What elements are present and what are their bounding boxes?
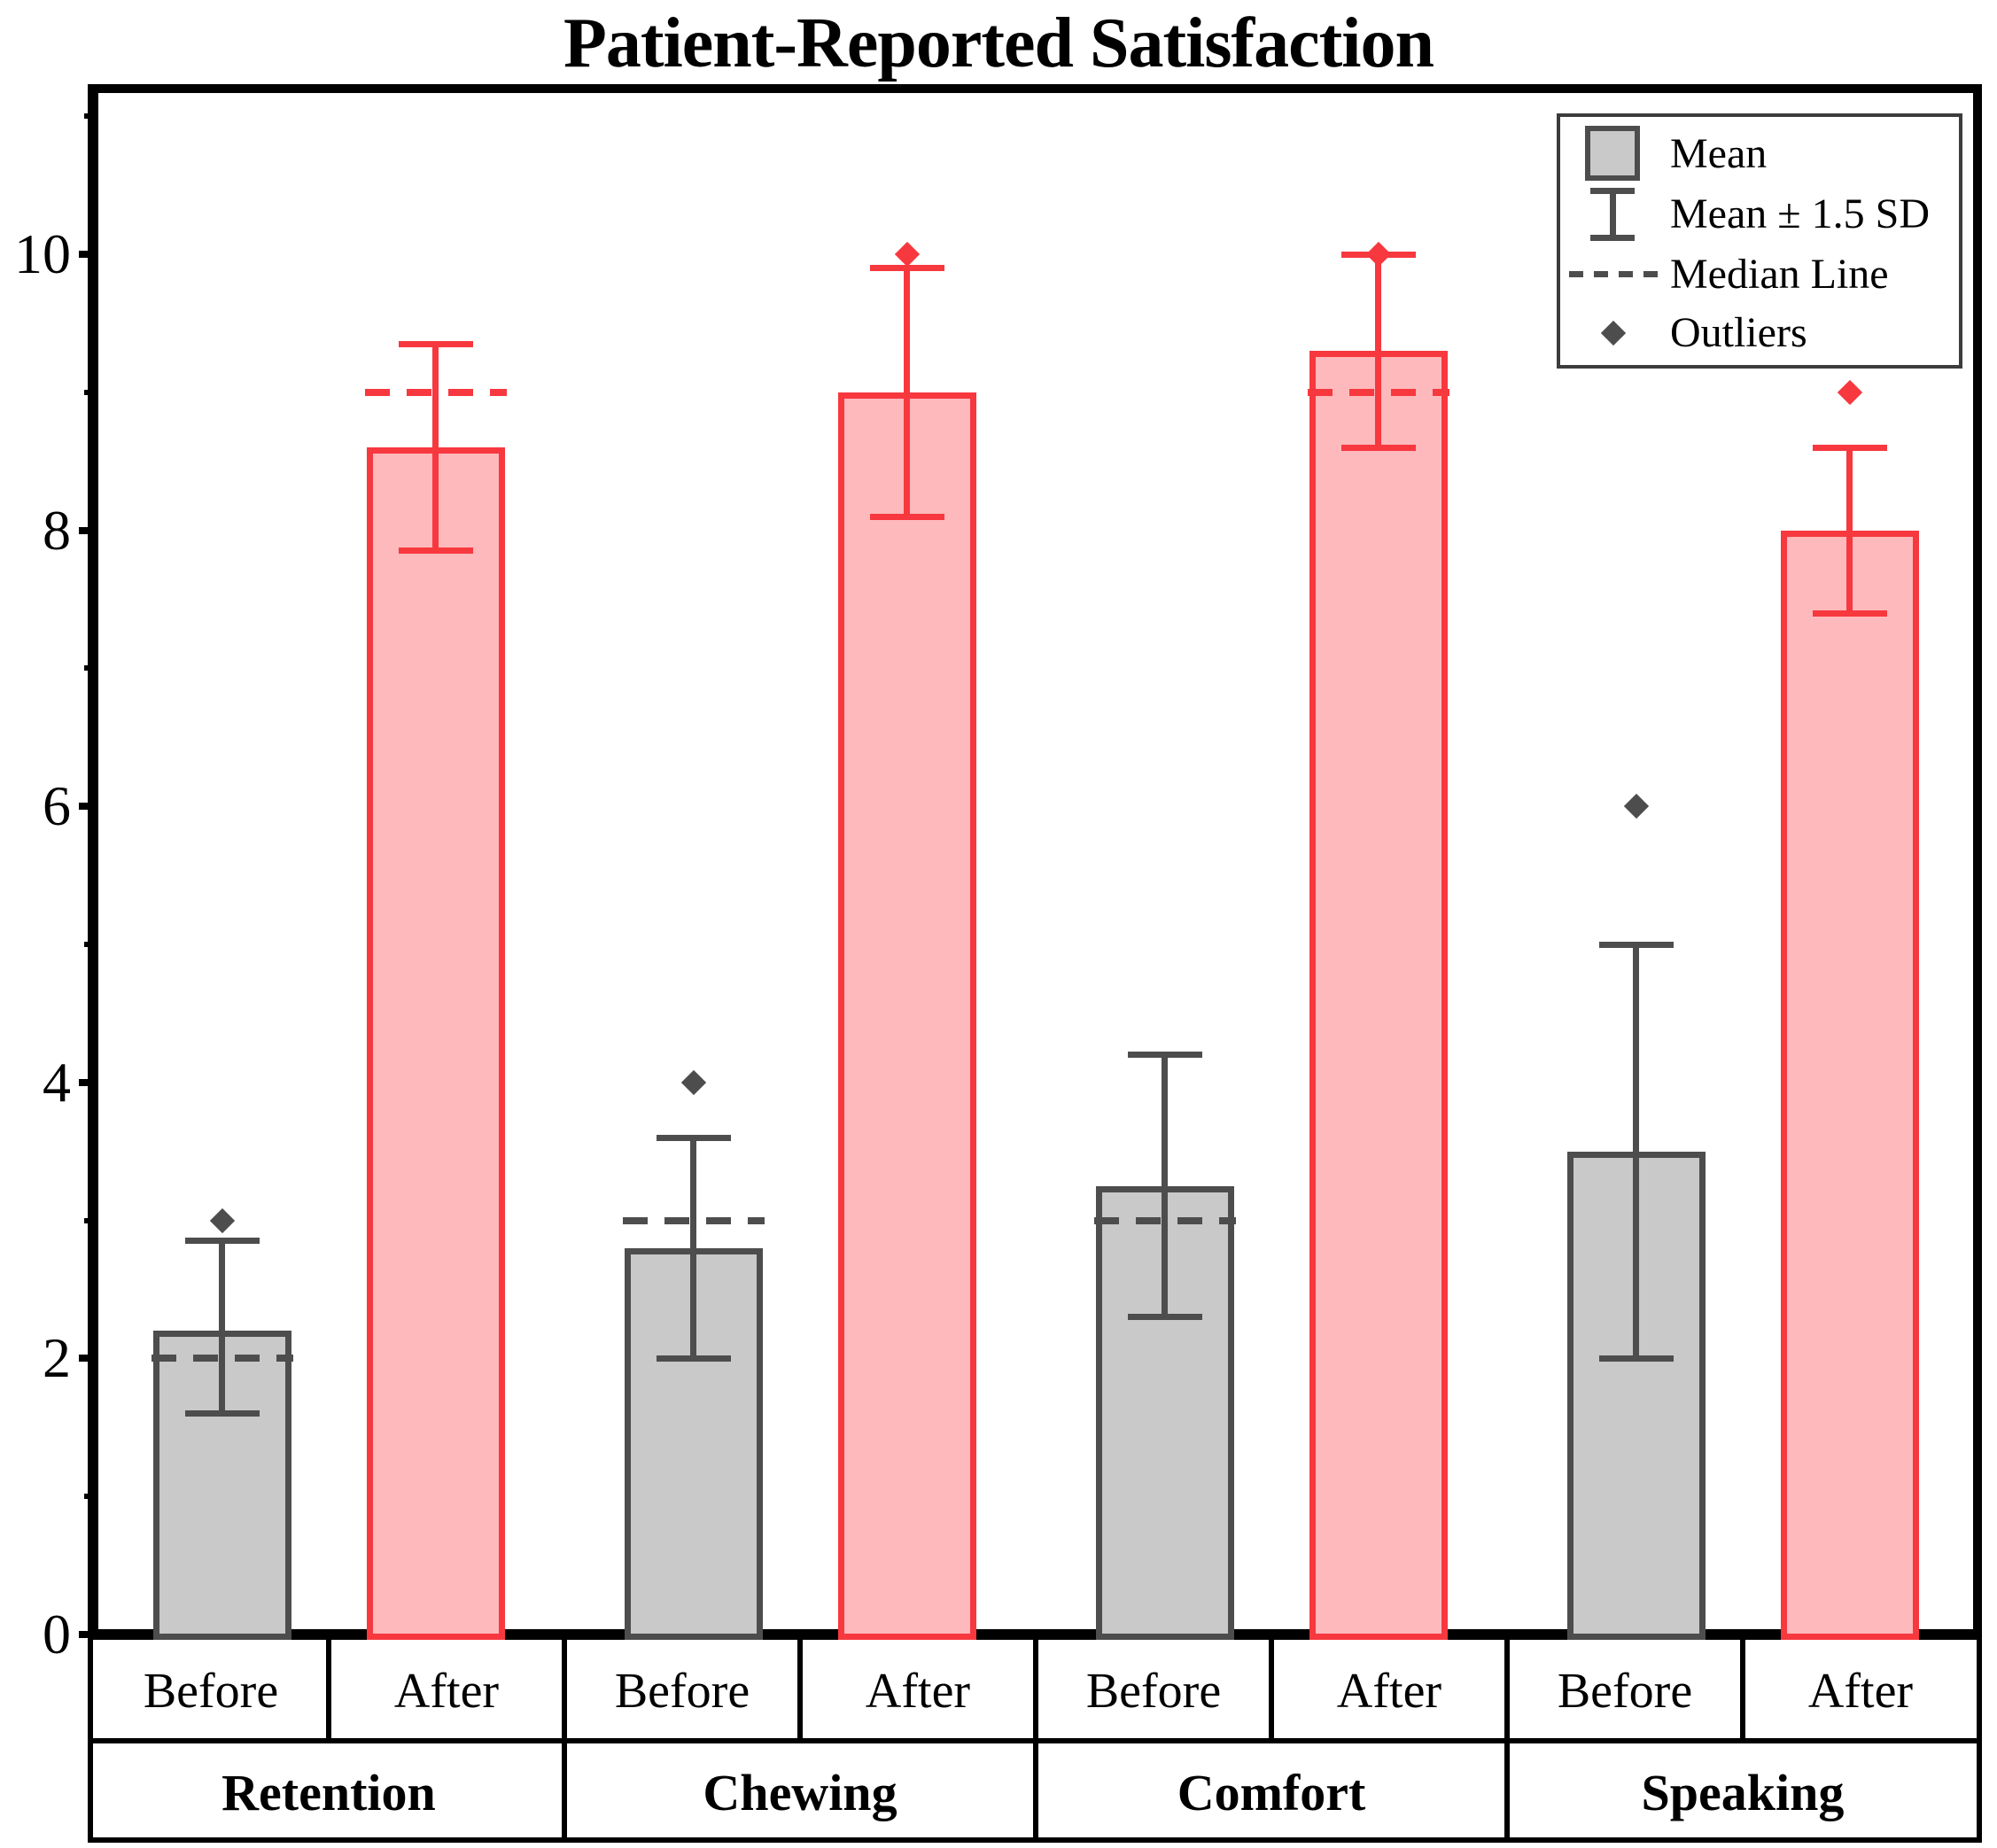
chart-title: Patient-Reported Satisfaction (563, 4, 1434, 82)
bar-speaking-after (1780, 530, 1919, 1640)
error-bar-cap-bottom-comfort-after (1340, 444, 1416, 451)
x-axis-subcategory-label: After (393, 1664, 500, 1719)
x-axis-group-label: Retention (221, 1764, 436, 1821)
error-bar-cap-bottom-comfort-before (1127, 1314, 1202, 1321)
y-axis-minor-tick (84, 1494, 93, 1500)
y-axis-major-tick (79, 251, 93, 258)
axis-table-vline-right (1977, 1640, 1982, 1843)
error-bar-line-chewing-after (904, 268, 910, 517)
outlier-diamond-chewing-after (894, 241, 920, 268)
error-bar-cap-bottom-speaking-before (1598, 1355, 1674, 1362)
error-bar-line-speaking-after (1846, 447, 1853, 614)
error-bar-cap-bottom-chewing-after (869, 513, 944, 520)
error-bar-icon-cap (1590, 188, 1635, 194)
axis-table-vline-row2 (562, 1743, 567, 1843)
axis-table-vline-row1 (797, 1640, 803, 1743)
error-bar-cap-top-chewing-before (656, 1134, 731, 1141)
legend-item: Mean (1560, 124, 1959, 184)
median-line-comfort-after (1307, 388, 1449, 396)
error-bar-cap-top-chewing-after (869, 265, 944, 272)
x-axis-subcategory-label: After (1807, 1664, 1914, 1719)
legend-item-label: Median Line (1670, 251, 1889, 298)
error-bar-line-retention-after (432, 344, 439, 551)
x-axis-subcategory-label: Before (1557, 1664, 1693, 1719)
median-line-chewing-before (622, 1216, 765, 1224)
axis-table-vline-row2 (1033, 1743, 1038, 1843)
x-axis-group-label: Speaking (1641, 1764, 1845, 1821)
legend-item-label: Mean (1670, 130, 1768, 177)
x-axis-subcategory-label: After (1336, 1664, 1442, 1719)
y-axis-minor-tick (84, 389, 93, 395)
error-bar-line-speaking-before (1633, 944, 1639, 1359)
y-axis-tick-label: 4 (43, 1050, 71, 1114)
error-bar-cap-bottom-retention-before (184, 1410, 260, 1417)
y-axis-minor-tick (84, 942, 93, 947)
y-axis-tick-label: 8 (43, 498, 71, 562)
error-bar-cap-top-retention-after (398, 340, 473, 347)
y-axis-tick-label: 6 (43, 774, 71, 838)
outlier-diamond-chewing-before (680, 1069, 706, 1095)
x-axis-group-label: Comfort (1177, 1764, 1366, 1821)
x-axis-subcategory-label: After (865, 1664, 971, 1719)
median-line-comfort-before (1093, 1216, 1236, 1224)
axis-table-vline-row1 (1740, 1640, 1745, 1743)
x-axis-subcategory-label: Before (143, 1664, 279, 1719)
y-axis-major-tick (79, 803, 93, 811)
median-line-retention-before (151, 1355, 293, 1363)
x-axis-subcategory-label: Before (1085, 1664, 1222, 1719)
bar-chewing-after (837, 392, 976, 1640)
y-axis-minor-tick (84, 113, 93, 120)
legend-item: Mean ± 1.5 SD (1560, 184, 1959, 245)
legend: Mean Mean ± 1.5 SD Median Line Outliers (1557, 113, 1962, 369)
axis-table-vline-row1 (562, 1640, 567, 1743)
error-bar-cap-top-speaking-after (1812, 444, 1887, 451)
error-bar-cap-top-speaking-before (1598, 941, 1674, 948)
error-bar-cap-top-comfort-before (1127, 1052, 1202, 1059)
plot-area-frame (88, 84, 1982, 1640)
legend-item: Outliers (1560, 303, 1959, 363)
y-axis-tick-label: 0 (43, 1603, 71, 1666)
y-axis-tick-label: 2 (43, 1326, 71, 1390)
axis-table-vline-row2 (1504, 1743, 1510, 1843)
bar-comfort-before (1095, 1185, 1234, 1640)
bar-retention-after (366, 447, 505, 1640)
outlier-diamond-speaking-after (1837, 379, 1862, 405)
x-axis-subcategory-label: Before (614, 1664, 750, 1719)
y-axis-minor-tick (84, 1217, 93, 1223)
error-bar-icon (1610, 188, 1616, 241)
legend-item: Median Line (1560, 245, 1959, 305)
y-axis-major-tick (79, 1631, 93, 1638)
error-bar-cap-top-retention-before (184, 1238, 260, 1245)
error-bar-line-retention-before (219, 1240, 225, 1414)
axis-table-vline-row1 (326, 1640, 331, 1743)
error-bar-line-comfort-before (1162, 1054, 1168, 1317)
x-axis-group-label: Chewing (703, 1764, 897, 1821)
bar-comfort-after (1309, 351, 1448, 1640)
y-axis-major-tick (79, 526, 93, 534)
outlier-diamond-speaking-before (1623, 794, 1649, 819)
mean-swatch-icon (1585, 126, 1640, 181)
error-bar-cap-bottom-chewing-before (656, 1355, 731, 1362)
error-bar-icon-cap (1590, 235, 1635, 241)
legend-item-label: Mean ± 1.5 SD (1670, 190, 1930, 237)
y-axis-major-tick (79, 1078, 93, 1086)
axis-table-vline-row1 (1033, 1640, 1038, 1743)
error-bar-cap-bottom-retention-after (398, 547, 473, 555)
median-line-icon (1569, 271, 1661, 277)
error-bar-line-comfort-after (1375, 254, 1381, 448)
error-bar-cap-bottom-speaking-after (1812, 610, 1887, 617)
axis-table-vline-left (88, 1640, 93, 1843)
outlier-diamond-icon (1600, 320, 1627, 346)
y-axis-minor-tick (84, 665, 93, 672)
outlier-diamond-comfort-after (1365, 241, 1391, 268)
error-bar-line-chewing-before (690, 1138, 696, 1359)
legend-item-label: Outliers (1670, 309, 1807, 356)
outlier-diamond-retention-before (209, 1207, 235, 1233)
median-line-retention-after (364, 388, 507, 396)
y-axis-tick-label: 10 (14, 222, 71, 285)
axis-table-vline-row1 (1504, 1640, 1510, 1743)
axis-table-vline-row1 (1269, 1640, 1274, 1743)
y-axis-major-tick (79, 1355, 93, 1363)
